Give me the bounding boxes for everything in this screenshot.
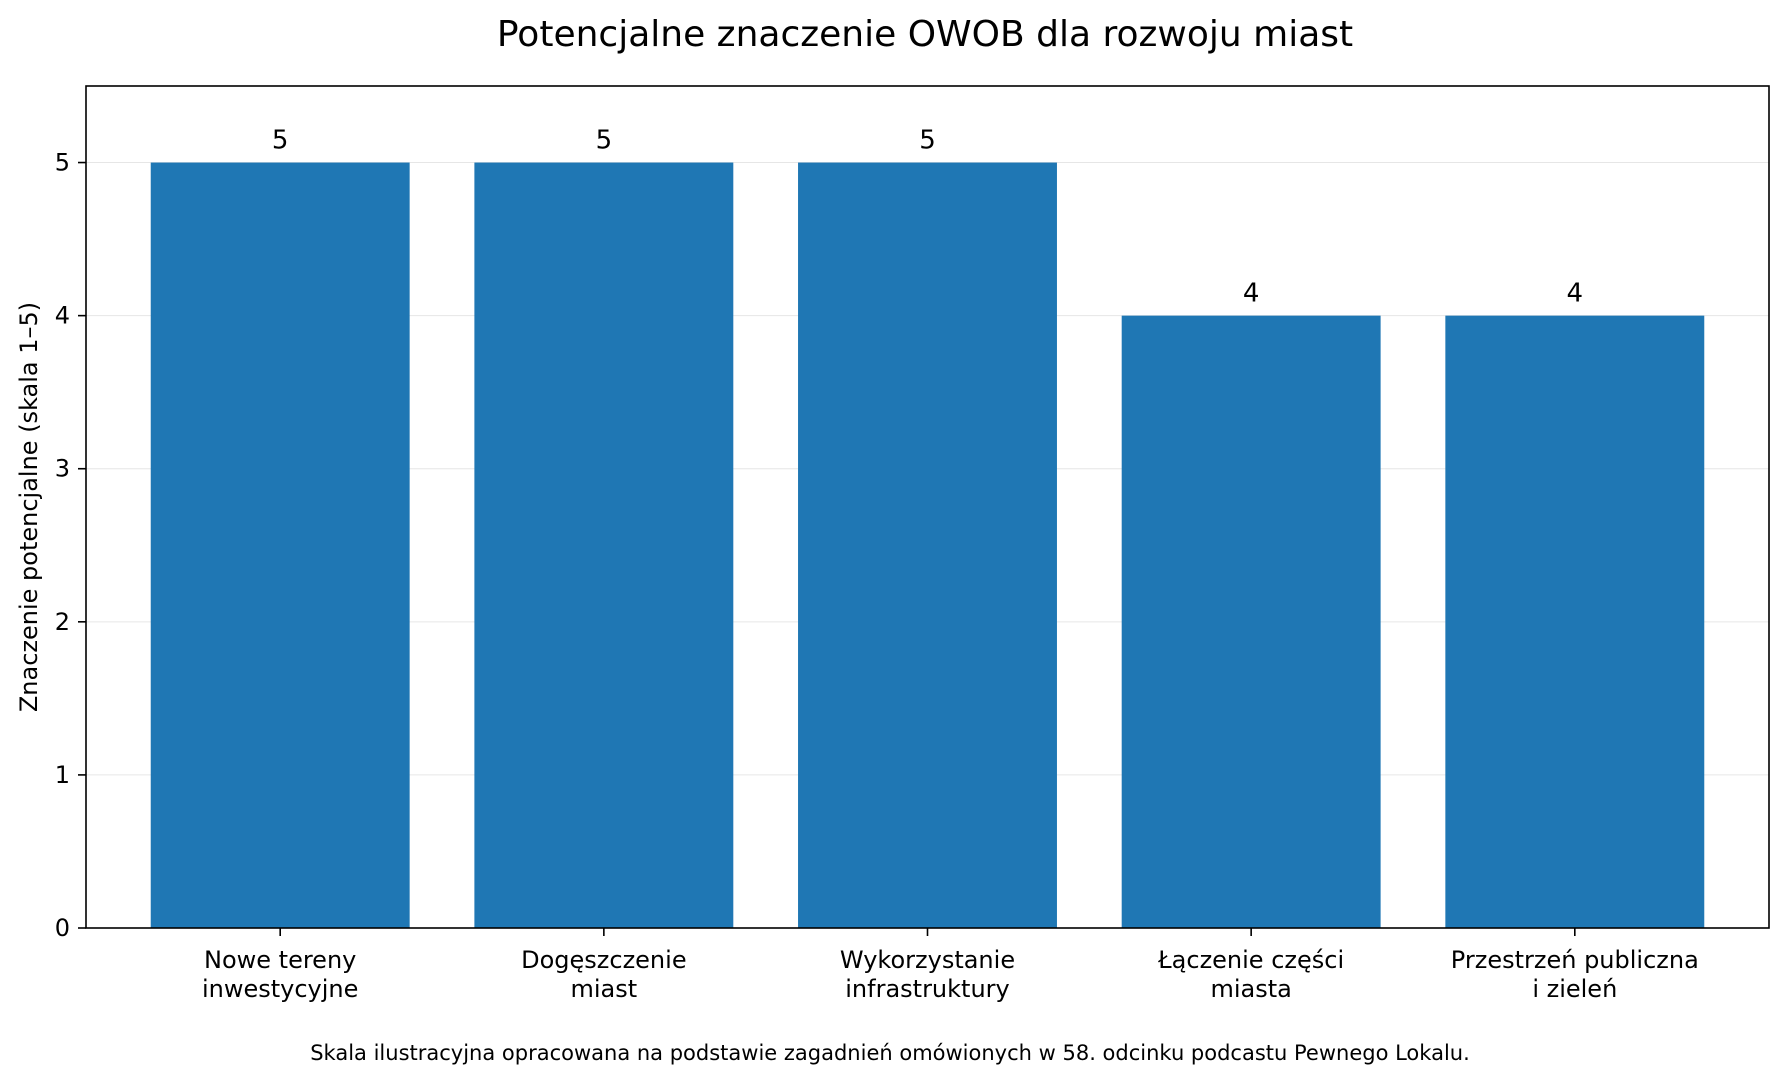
bar-value-label: 4 [1567,279,1584,309]
bar [474,162,734,928]
y-tick-label: 1 [55,761,70,789]
bar [1121,315,1381,928]
x-tick-label: Wykorzystanie infrastruktury [840,946,1015,1003]
bar [798,162,1057,928]
y-axis-label: Znaczenie potencjalne (skala 1–5) [15,302,43,712]
y-tick-label: 3 [55,455,70,483]
footnote: Skala ilustracyjna opracowana na podstaw… [310,1041,1470,1065]
y-tick-label: 4 [55,302,70,330]
y-tick-label: 0 [55,914,70,942]
x-axis: Nowe tereny inwestycyjne Dogęszczenie miast… [202,928,1699,1003]
bar [1445,315,1705,928]
x-tick-label: Przestrzeń publiczna i zieleń [1451,946,1699,1003]
bar-value-label: 5 [919,126,936,156]
bar-value-label: 5 [596,126,613,156]
chart-title: Potencjalne znaczenie OWOB dla rozwoju m… [497,14,1353,55]
bar [150,162,410,928]
y-axis: 0 1 2 3 4 5 [55,149,86,942]
x-tick-label: Dogęszczenie miast [521,946,686,1003]
bar-value-label: 4 [1243,279,1260,309]
y-tick-label: 5 [55,149,70,177]
value-labels: 5 5 5 4 4 [272,126,1583,309]
bar-value-label: 5 [272,126,289,156]
bars [150,162,1705,928]
y-tick-label: 2 [55,608,70,636]
x-tick-label: Nowe tereny inwestycyjne [202,946,358,1003]
x-tick-label: Łączenie części miasta [1157,946,1344,1003]
